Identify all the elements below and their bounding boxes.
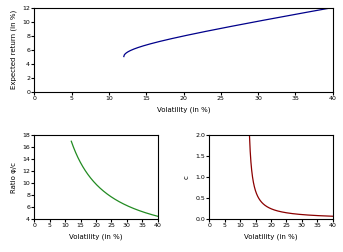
X-axis label: Volatility (in %): Volatility (in %) xyxy=(244,234,298,240)
X-axis label: Volatility (in %): Volatility (in %) xyxy=(69,234,123,240)
Y-axis label: c: c xyxy=(184,175,190,179)
Y-axis label: Expected return (in %): Expected return (in %) xyxy=(10,10,17,89)
Y-axis label: Ratio φ/c: Ratio φ/c xyxy=(11,162,17,193)
X-axis label: Volatility (in %): Volatility (in %) xyxy=(157,106,210,113)
